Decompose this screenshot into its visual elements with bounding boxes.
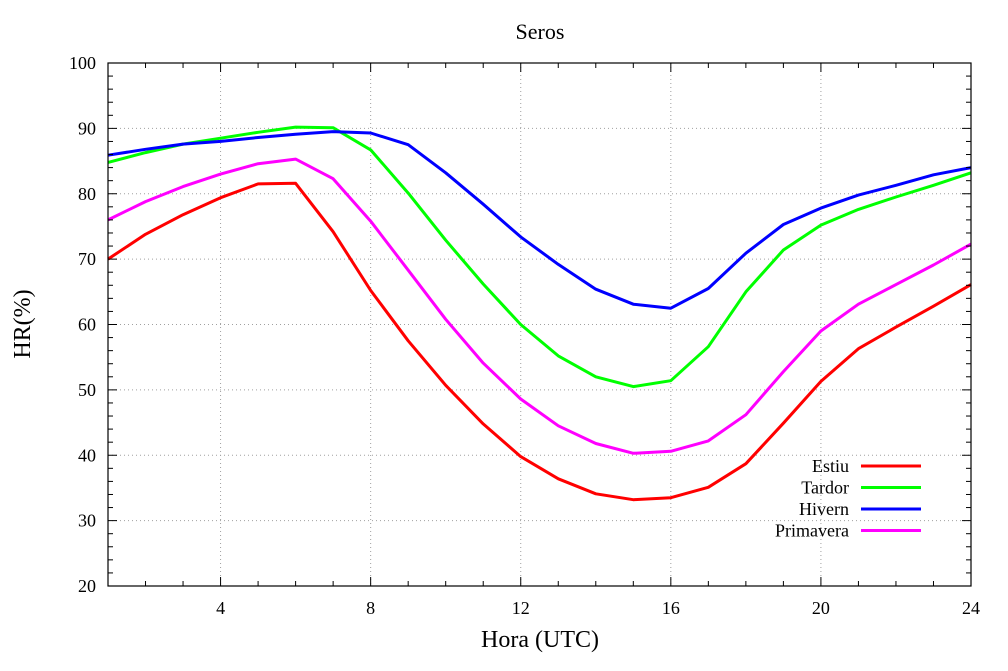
legend-label-primavera: Primavera xyxy=(775,521,849,541)
series-line-estiu xyxy=(107,181,972,502)
y-axis-label: HR(%) xyxy=(10,289,36,358)
y-tick-label: 40 xyxy=(78,445,96,465)
legend-label-tardor: Tardor xyxy=(801,478,849,498)
x-tick-label: 8 xyxy=(366,598,375,618)
x-tick-label: 16 xyxy=(662,598,680,618)
y-tick-label: 70 xyxy=(78,249,96,269)
y-tick-label: 80 xyxy=(78,184,96,204)
legend-label-hivern: Hivern xyxy=(799,499,849,519)
x-tick-label: 4 xyxy=(216,598,225,618)
y-tick-label: 50 xyxy=(78,380,96,400)
x-axis-label: Hora (UTC) xyxy=(481,627,599,653)
chart-title: Seros xyxy=(516,19,565,44)
y-tick-label: 60 xyxy=(78,315,96,335)
y-tick-label: 20 xyxy=(78,576,96,596)
series-line-hivern xyxy=(107,130,972,310)
x-tick-labels: 4 8 12 16 20 24 xyxy=(216,598,980,618)
series-line-primavera xyxy=(107,157,972,455)
y-tick-labels: 20 30 40 50 60 70 80 90 100 xyxy=(69,53,96,596)
x-tick-label: 20 xyxy=(812,598,830,618)
legend-label-estiu: Estiu xyxy=(812,456,849,476)
axis-ticks xyxy=(107,62,972,587)
y-tick-label: 90 xyxy=(78,118,96,138)
x-tick-label: 12 xyxy=(512,598,530,618)
series-lines xyxy=(107,125,972,502)
y-tick-label: 100 xyxy=(69,53,96,73)
x-tick-label: 24 xyxy=(962,598,980,618)
series-line-tardor xyxy=(107,125,972,389)
y-tick-label: 30 xyxy=(78,511,96,531)
